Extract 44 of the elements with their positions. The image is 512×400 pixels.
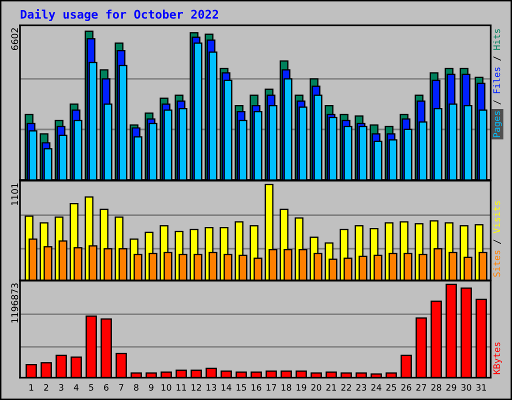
text: /	[493, 100, 501, 105]
x-tick-label: 16	[252, 384, 262, 391]
x-tick-label: 17	[266, 384, 276, 391]
x-tick-label: 18	[282, 384, 292, 391]
text: /	[493, 240, 501, 244]
x-tick-label: 14	[222, 384, 232, 391]
x-tick-label: 6	[104, 384, 108, 391]
text: 1101	[11, 184, 18, 206]
x-tick-label: 23	[356, 384, 366, 391]
text: Sites	[493, 250, 500, 277]
text: Hits	[493, 29, 500, 50]
x-tick-label: 21	[326, 384, 336, 391]
x-tick-label: 3	[59, 384, 64, 391]
x-tick-label: 11	[176, 384, 186, 391]
x-tick-label: 26	[401, 384, 412, 391]
x-tick-label: 27	[416, 384, 426, 391]
x-tick-label: 9	[149, 384, 154, 391]
text: 6602	[11, 28, 18, 50]
text: /	[493, 56, 501, 61]
x-tick-label: 29	[446, 384, 456, 391]
x-tick-label: 19	[296, 384, 306, 391]
x-tick-label: 15	[236, 384, 246, 391]
text: Visits	[493, 201, 500, 234]
text: KBytes	[493, 342, 502, 374]
x-tick-label: 7	[119, 384, 124, 391]
text: Files	[493, 68, 500, 94]
x-tick-label: 5	[89, 384, 94, 391]
x-tick-label: 13	[206, 384, 216, 391]
text: 1196873	[11, 283, 18, 323]
x-tick-label: 30	[461, 384, 472, 391]
x-tick-label: 20	[311, 384, 322, 391]
x-tick-label: 2	[44, 384, 48, 391]
text: Pages	[493, 111, 502, 138]
chart-title: Daily usage for October 2022	[20, 8, 218, 22]
x-tick-label: 22	[341, 384, 351, 391]
x-tick-label: 24	[371, 384, 382, 391]
x-tick-label: 31	[476, 384, 486, 391]
x-tick-label: 12	[192, 384, 201, 391]
x-tick-label: 4	[74, 384, 79, 391]
x-tick-label: 10	[162, 384, 172, 391]
x-tick-label: 28	[431, 384, 442, 391]
x-tick-label: 25	[386, 384, 396, 391]
x-tick-label: 8	[134, 384, 138, 391]
x-tick-label: 1	[29, 384, 34, 391]
